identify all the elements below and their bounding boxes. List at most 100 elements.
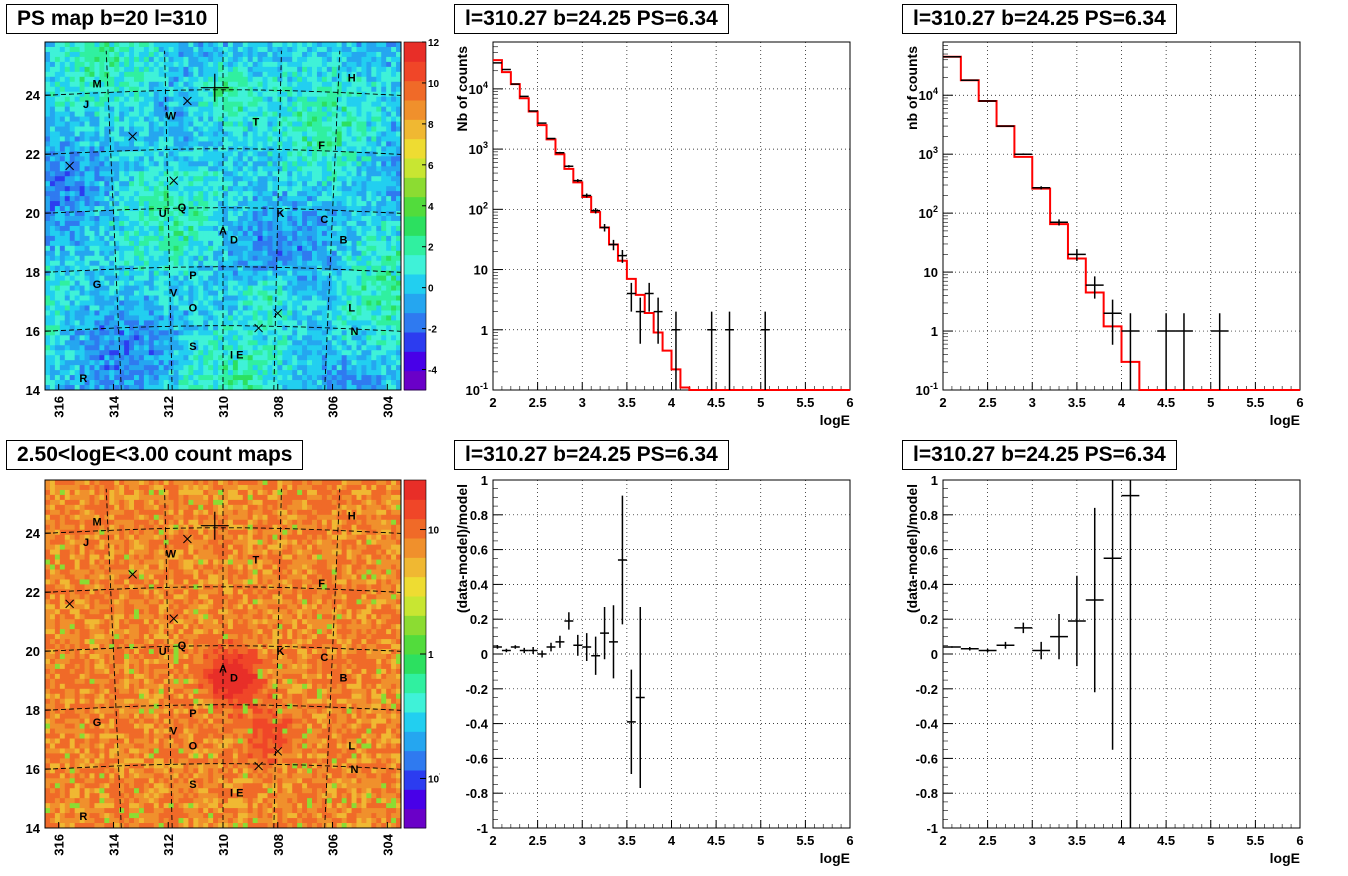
x-tick-label: 5 <box>1207 833 1214 848</box>
residual-point-errorbar <box>626 669 636 775</box>
y-tick-label: 1 <box>931 473 938 488</box>
residual-point-errorbar <box>996 641 1015 649</box>
map-x-tick-label: 314 <box>106 395 121 417</box>
x-tick-label: 3.5 <box>618 833 636 848</box>
y-axis-label: Nb of counts <box>454 46 470 132</box>
y-axis-label: nb of counts <box>904 46 920 130</box>
map-x-tick-label: 310 <box>216 834 231 856</box>
data-point-errorbar <box>1175 313 1193 390</box>
data-point-errorbar <box>1157 313 1176 390</box>
map-graticule-longitude <box>324 50 341 391</box>
residual-point-errorbar <box>591 636 601 675</box>
map-y-tick-label: 16 <box>26 762 40 777</box>
data-point-errorbar <box>671 311 681 390</box>
source-label: G <box>93 717 102 729</box>
source-label: M <box>92 516 101 528</box>
map-y-tick-label: 14 <box>26 383 41 398</box>
residual-point-errorbar <box>1085 507 1104 693</box>
residual-point-errorbar <box>1067 575 1086 667</box>
source-label: O <box>189 302 198 314</box>
y-tick-label: 0 <box>481 647 488 662</box>
x-tick-label: 4.5 <box>707 395 725 410</box>
source-label: W <box>166 111 177 123</box>
data-point-errorbar <box>564 165 574 168</box>
x-tick-label: 4.5 <box>1157 395 1175 410</box>
spectrum-title-right: l=310.27 b=24.25 PS=6.34 <box>902 4 1177 34</box>
residual-point-errorbar <box>943 646 961 648</box>
data-point-errorbar <box>617 249 627 263</box>
residual-point-errorbar <box>960 647 979 651</box>
source-label: B <box>340 673 348 685</box>
data-point-errorbar <box>1014 153 1033 156</box>
source-label: Q <box>178 640 187 652</box>
colorbar-frame <box>403 41 427 391</box>
colorbar-tick-label: 0 <box>428 284 434 295</box>
colorbar-bin <box>404 274 426 294</box>
colorbar-bin <box>404 370 426 391</box>
source-cross-marker <box>65 599 74 609</box>
residual-point-errorbar <box>493 645 502 649</box>
map-x-tick-label: 304 <box>380 395 395 417</box>
source-label: W <box>166 549 177 561</box>
y-tick-label: 104 <box>469 80 488 97</box>
target-position-cross <box>200 511 229 540</box>
map-x-tick-label: 308 <box>271 834 286 856</box>
y-tick-label: 0.6 <box>470 543 488 558</box>
residual-point-errorbar <box>600 607 610 660</box>
data-point-errorbar <box>582 193 592 198</box>
residual-point-errorbar <box>555 635 565 648</box>
source-label: F <box>318 578 325 590</box>
colorbar-bin <box>404 654 426 674</box>
map-graticule-longitude <box>273 488 282 829</box>
map-y-tick-label: 22 <box>26 147 40 162</box>
source-cross-marker <box>169 176 179 185</box>
colorbar-bin <box>404 634 426 655</box>
source-label: V <box>170 726 178 738</box>
source-label: M <box>92 78 101 90</box>
source-label: G <box>93 279 102 291</box>
data-point-errorbar <box>528 110 538 112</box>
colorbar-bin <box>404 480 426 500</box>
ps-map-panel: 14 16 18 20 22 24 316 314 312 310 308 306 304 M H J W T F U… <box>0 0 440 438</box>
x-tick-label: 4.5 <box>1157 833 1175 848</box>
source-label: A <box>219 226 227 238</box>
colorbar-bin <box>404 254 426 275</box>
count-map-title: 2.50<logE<3.00 count maps <box>6 440 304 470</box>
data-point-errorbar <box>626 282 636 312</box>
colorbar-bin <box>404 615 426 636</box>
y-tick-label: -0.8 <box>916 786 938 801</box>
residual-point-errorbar <box>546 642 556 652</box>
source-label: V <box>170 288 178 300</box>
x-tick-label: 5.5 <box>1246 395 1264 410</box>
x-tick-label: 3.5 <box>1068 833 1086 848</box>
source-label: U <box>159 208 167 220</box>
source-label: H <box>348 72 356 84</box>
colorbar-tick-label: 12 <box>428 38 440 49</box>
y-tick-label: 0.8 <box>470 508 488 523</box>
colorbar-bin <box>404 138 426 159</box>
colorbar-tick-label: 6 <box>428 161 434 172</box>
y-tick-label: 103 <box>919 145 938 162</box>
x-tick-label: 2.5 <box>979 833 997 848</box>
residual-point-errorbar <box>1014 622 1033 634</box>
y-tick-label: 0.6 <box>920 543 938 558</box>
map-x-tick-label: 316 <box>52 834 67 856</box>
ps-map-title: PS map b=20 l=310 <box>6 4 219 34</box>
source-label: N <box>350 764 358 776</box>
map-graticule-longitude <box>105 50 122 391</box>
y-tick-label: 103 <box>469 140 488 157</box>
colorbar-bin <box>404 177 426 198</box>
x-tick-label: 6 <box>1296 833 1303 848</box>
x-axis-label: logE <box>820 412 850 428</box>
residual-point-errorbar <box>501 648 511 653</box>
colorbar-bin <box>404 596 426 616</box>
map-graticule-longitude <box>164 50 173 391</box>
colorbar-tick-label: 8 <box>428 120 434 131</box>
residual-point-errorbar <box>573 634 583 656</box>
residual-point-errorbar <box>1121 480 1140 828</box>
source-cross-marker <box>128 570 137 579</box>
y-tick-label: 1 <box>931 324 938 339</box>
x-tick-label: 4 <box>1118 395 1126 410</box>
map-y-tick-label: 22 <box>26 585 40 600</box>
